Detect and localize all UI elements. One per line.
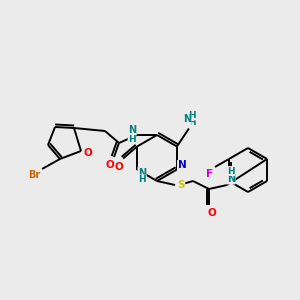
Text: H: H <box>128 134 136 143</box>
Text: O: O <box>115 161 124 172</box>
Text: O: O <box>208 208 216 218</box>
Text: Br: Br <box>28 170 40 180</box>
Text: S: S <box>177 180 185 190</box>
Text: F: F <box>206 169 214 179</box>
Text: N: N <box>138 167 146 178</box>
Text: N: N <box>178 160 186 170</box>
Text: N: N <box>128 125 136 135</box>
Text: O: O <box>84 148 92 158</box>
Text: O: O <box>106 160 114 170</box>
Text: N: N <box>227 174 235 184</box>
Text: H: H <box>138 175 146 184</box>
Text: H: H <box>188 111 196 120</box>
Text: H: H <box>188 118 196 127</box>
Text: N: N <box>183 115 191 124</box>
Text: H: H <box>227 167 235 176</box>
